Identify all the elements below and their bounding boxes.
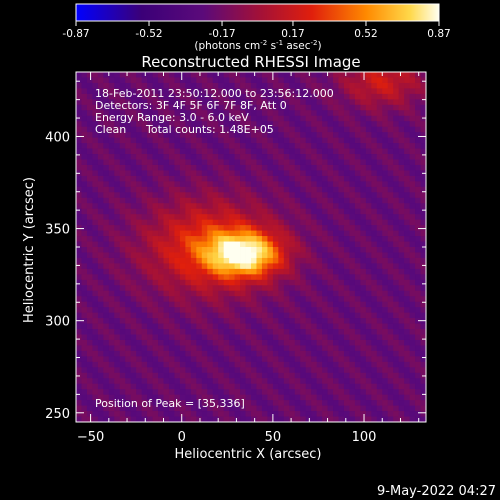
colorbar-ticks: -0.87 -0.52 -0.17 0.17 0.52 0.87 [62,21,451,40]
annotation-peak-position: Position of Peak = [35,336] [95,397,245,410]
colorbar-tick-label: 0.52 [354,28,377,40]
footer-date: 9-May-2022 04:27 [377,484,496,499]
x-tick-label: 50 [265,430,282,445]
colorbar-tick-label: -0.17 [208,28,235,40]
heatmap-image [76,72,426,422]
y-tick-label: 350 [45,223,70,238]
colorbar-tick-label: -0.87 [62,28,89,40]
colorbar-tick-label: 0.17 [281,28,304,40]
x-axis-ticks: −50 0 50 100 [77,72,420,445]
x-axis-label: Heliocentric X (arcsec) [175,447,322,462]
colorbar: -0.87 -0.52 -0.17 0.17 0.52 0.87 (photons cm-… [62,3,451,52]
colorbar-tick-label: 0.87 [427,28,450,40]
plot-title: Reconstructed RHESSI Image [141,53,360,71]
y-axis-ticks: 250 300 350 400 [45,80,426,422]
colorbar-units: (photons cm-2 s-1 asec-2) [194,39,321,52]
x-tick-label: −50 [77,430,104,445]
y-tick-label: 300 [45,315,70,330]
annotation-time-range: 18-Feb-2011 23:50:12.000 to 23:56:12.000 [95,87,334,100]
x-tick-label: 0 [178,430,186,445]
y-axis-label: Heliocentric Y (arcsec) [22,177,37,323]
colorbar-gradient [75,3,440,22]
annotation-energy: Energy Range: 3.0 - 6.0 keV [95,111,249,124]
annotation-detectors: Detectors: 3F 4F 5F 6F 7F 8F, Att 0 [95,99,287,112]
y-tick-label: 250 [45,407,70,422]
x-tick-label: 100 [352,430,377,445]
annotation-total-counts: Total counts: 1.48E+05 [145,123,274,136]
colorbar-tick-label: -0.52 [135,28,162,40]
y-tick-label: 400 [45,130,70,145]
annotation-clean: Clean [95,123,126,136]
